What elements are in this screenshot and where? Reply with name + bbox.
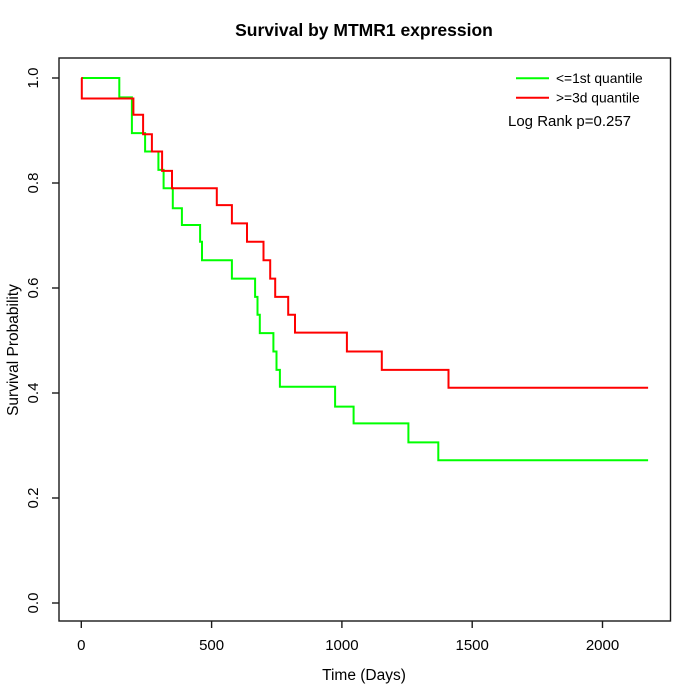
x-axis: 0 500 1000 1500 2000 <box>77 621 619 654</box>
y-tick-label: 0.6 <box>25 278 42 299</box>
x-axis-label: Time (Days) <box>322 667 406 684</box>
x-tick-label: 500 <box>199 637 224 654</box>
plot-border <box>58 57 672 622</box>
legend: <=1st quantile >=3d quantile <box>516 71 643 106</box>
survival-curves <box>80 77 649 462</box>
x-tick-label: 1000 <box>325 637 358 654</box>
y-tick-label: 0.4 <box>25 383 42 404</box>
y-axis-label: Survival Probability <box>5 284 22 416</box>
log-rank-pvalue: Log Rank p=0.257 <box>508 113 631 130</box>
y-axis: 0.0 0.2 0.4 0.6 0.8 1.0 <box>25 68 59 614</box>
legend-entry-label: >=3d quantile <box>556 91 640 106</box>
km-curve-le-1st-quantile <box>81 77 649 462</box>
chart-title: Survival by MTMR1 expression <box>235 20 493 40</box>
km-curve-ge-3d-quantile <box>80 77 649 389</box>
y-tick-label: 0.8 <box>25 173 42 194</box>
y-tick-label: 0.2 <box>25 488 42 509</box>
y-tick-label: 1.0 <box>25 68 42 89</box>
x-tick-label: 2000 <box>586 637 619 654</box>
legend-entry-label: <=1st quantile <box>556 71 643 86</box>
x-tick-label: 0 <box>77 637 85 654</box>
y-tick-label: 0.0 <box>25 593 42 614</box>
x-tick-label: 1500 <box>456 637 489 654</box>
